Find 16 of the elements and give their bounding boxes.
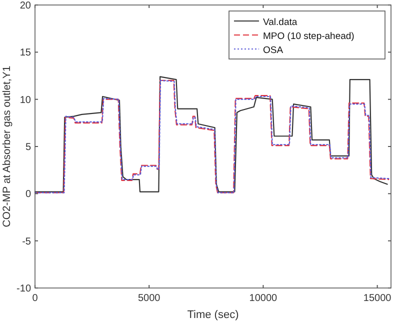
legend-label: Val.data (263, 17, 298, 28)
legend-label: MPO (10 step-ahead) (263, 31, 354, 42)
y-tick-label: 10 (20, 94, 32, 106)
y-tick-label: 0 (25, 189, 32, 200)
legend-label: OSA (263, 45, 284, 56)
y-tick-label: 20 (20, 0, 32, 12)
x-tick-label: 0 (32, 293, 38, 304)
x-tick-label: 10000 (249, 293, 278, 304)
y-axis-title: CO2-MP at Absorber gas outlet,Y1 (1, 66, 13, 228)
x-axis-title: Time (sec) (187, 309, 239, 321)
y-tick-label: 15 (20, 48, 32, 59)
x-tick-label: 5000 (138, 293, 161, 304)
x-tick-label: 15000 (363, 293, 392, 304)
y-tick-label: -10 (16, 284, 32, 294)
y-tick-label: -5 (22, 236, 32, 248)
y-tick-label: 5 (25, 142, 32, 153)
